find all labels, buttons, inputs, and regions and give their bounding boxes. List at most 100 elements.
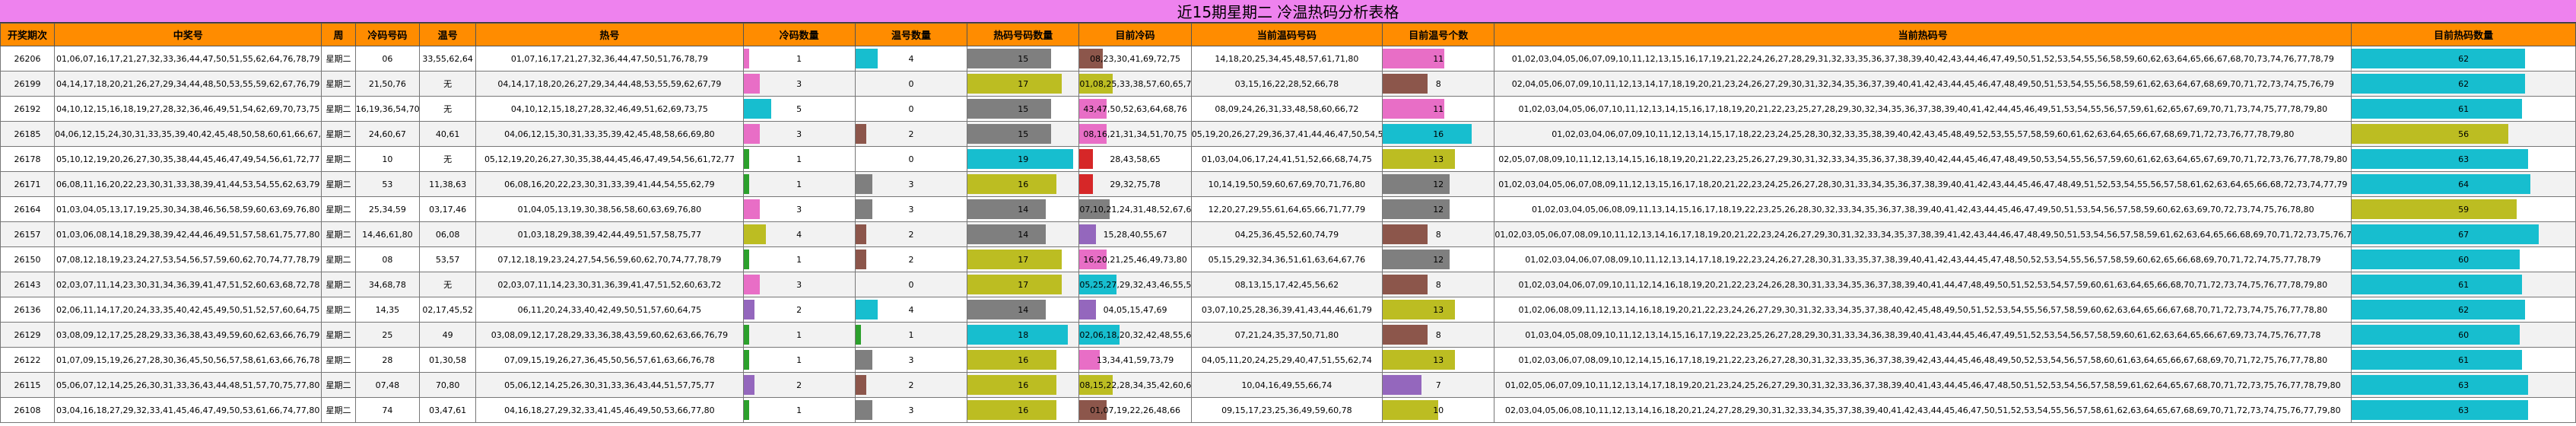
count-bar bbox=[2352, 49, 2525, 68]
cell-week: 星期二 bbox=[321, 397, 356, 423]
cell-issue: 26199 bbox=[0, 71, 56, 97]
count-value: 10 bbox=[1433, 405, 1444, 415]
cell-cold: 34,68,78 bbox=[354, 272, 421, 297]
cell-current-cold: 05,25,27,29,32,43,46,55,58,67,69 bbox=[1078, 272, 1192, 297]
col-header-hot-count: 热码号码数量 bbox=[967, 23, 1080, 46]
count-bar bbox=[2352, 375, 2528, 395]
count-value: 62 bbox=[2458, 304, 2470, 315]
cell-cold-count: 1 bbox=[742, 397, 856, 423]
count-value: 3 bbox=[908, 204, 914, 215]
cell-current-warm: 07,21,24,35,37,50,71,80 bbox=[1190, 322, 1383, 348]
cell-current-hot-count: 63 bbox=[2351, 146, 2576, 172]
current-cold-numbers: 07,10,21,24,31,48,52,67,68 bbox=[1079, 204, 1192, 215]
count-value: 4 bbox=[908, 304, 914, 315]
count-bar bbox=[967, 375, 1057, 395]
cell-hot-count: 14 bbox=[967, 297, 1080, 323]
count-value: 1 bbox=[796, 329, 802, 340]
cell-cold: 21,50,76 bbox=[354, 71, 421, 97]
col-header-issue: 开奖期次 bbox=[0, 23, 56, 46]
count-bar bbox=[967, 74, 1062, 94]
cell-numbers: 02,03,07,11,14,23,30,31,34,36,39,41,47,5… bbox=[54, 272, 322, 297]
table-row: 26206 01,06,07,16,17,21,27,32,33,36,44,47… bbox=[0, 46, 2576, 72]
count-value: 3 bbox=[908, 179, 914, 189]
cell-hot: 04,16,18,27,29,32,33,41,45,46,49,50,53,6… bbox=[475, 397, 744, 423]
count-value: 14 bbox=[1018, 204, 1029, 215]
count-bar bbox=[967, 325, 1068, 345]
cell-warm: 无 bbox=[419, 146, 477, 172]
cell-hot-count: 14 bbox=[967, 196, 1080, 222]
current-cold-count-bar bbox=[1079, 250, 1107, 269]
cell-current-warm-count: 8 bbox=[1382, 322, 1495, 348]
current-cold-count-bar bbox=[1079, 350, 1100, 370]
count-bar bbox=[744, 149, 749, 169]
count-bar bbox=[856, 124, 867, 144]
cell-hot-count: 19 bbox=[967, 146, 1080, 172]
cell-issue: 26192 bbox=[0, 96, 56, 122]
cell-numbers: 01,07,09,15,19,26,27,28,30,36,45,50,56,5… bbox=[54, 347, 322, 373]
table-row: 26136 02,06,11,14,17,20,24,33,35,40,42,45… bbox=[0, 297, 2576, 323]
table-row: 26129 03,08,09,12,17,25,28,29,33,36,38,43… bbox=[0, 322, 2576, 348]
cell-warm: 无 bbox=[419, 272, 477, 297]
cell-cold: 25,34,59 bbox=[354, 196, 421, 222]
cell-current-warm-count: 13 bbox=[1382, 347, 1495, 373]
cell-current-warm: 04,05,11,20,24,25,29,40,47,51,55,62,74 bbox=[1190, 347, 1383, 373]
count-bar bbox=[744, 350, 749, 370]
count-bar bbox=[1383, 174, 1450, 194]
count-bar bbox=[856, 224, 867, 244]
cell-current-hot-count: 67 bbox=[2351, 221, 2576, 247]
cell-warm-count: 3 bbox=[854, 347, 968, 373]
cell-week: 星期二 bbox=[321, 46, 356, 72]
count-bar bbox=[856, 250, 867, 269]
cell-hot-count: 16 bbox=[967, 171, 1080, 197]
count-bar bbox=[1383, 300, 1456, 320]
cell-warm: 无 bbox=[419, 96, 477, 122]
cell-warm: 70,80 bbox=[419, 372, 477, 398]
count-bar bbox=[856, 199, 872, 219]
cell-hot: 05,06,12,14,25,26,30,31,33,36,43,44,51,5… bbox=[475, 372, 744, 398]
analysis-table: 开奖期次 中奖号 周 冷码号码 温号 热号 冷码数量 温号数量 热码号码数量 目… bbox=[0, 23, 2576, 423]
cell-current-warm-count: 12 bbox=[1382, 171, 1495, 197]
cell-warm-count: 0 bbox=[854, 272, 968, 297]
cell-hot-count: 18 bbox=[967, 322, 1080, 348]
cell-current-cold: 01,07,19,22,26,48,66 bbox=[1078, 397, 1192, 423]
cell-issue: 26122 bbox=[0, 347, 56, 373]
cell-cold-count: 5 bbox=[742, 96, 856, 122]
cell-current-warm: 14,18,20,25,34,45,48,57,61,71,80 bbox=[1190, 46, 1383, 72]
count-bar bbox=[2352, 300, 2525, 320]
count-value: 16 bbox=[1018, 179, 1029, 189]
count-value: 60 bbox=[2458, 254, 2470, 265]
cell-cold: 24,60,67 bbox=[354, 121, 421, 147]
current-cold-numbers: 02,06,18,20,32,42,48,55,68,70,72,79 bbox=[1079, 329, 1192, 340]
cell-current-hot: 02,03,04,05,06,08,10,11,12,13,14,16,18,2… bbox=[1494, 397, 2352, 423]
count-value: 56 bbox=[2458, 129, 2470, 139]
count-value: 4 bbox=[908, 53, 914, 64]
cell-warm-count: 2 bbox=[854, 372, 968, 398]
cell-issue: 26171 bbox=[0, 171, 56, 197]
cell-numbers: 03,04,16,18,27,29,32,33,41,45,46,47,49,5… bbox=[54, 397, 322, 423]
count-value: 61 bbox=[2458, 354, 2470, 365]
count-bar bbox=[967, 350, 1057, 370]
count-value: 3 bbox=[796, 129, 802, 139]
count-bar bbox=[967, 400, 1057, 420]
cell-warm: 11,38,63 bbox=[419, 171, 477, 197]
table-row: 26143 02,03,07,11,14,23,30,31,34,36,39,41… bbox=[0, 272, 2576, 297]
cell-issue: 26178 bbox=[0, 146, 56, 172]
cell-warm-count: 2 bbox=[854, 246, 968, 272]
cell-current-hot: 02,05,07,08,09,10,11,12,13,14,15,16,18,1… bbox=[1494, 146, 2352, 172]
cell-cold-count: 1 bbox=[742, 246, 856, 272]
cell-cold: 06 bbox=[354, 46, 421, 72]
cell-cold: 25 bbox=[354, 322, 421, 348]
cell-current-hot-count: 64 bbox=[2351, 171, 2576, 197]
cell-current-hot-count: 59 bbox=[2351, 196, 2576, 222]
count-bar bbox=[856, 174, 872, 194]
cell-current-warm-count: 12 bbox=[1382, 246, 1495, 272]
count-bar bbox=[2352, 275, 2523, 294]
table-row: 26108 03,04,16,18,27,29,32,33,41,45,46,47… bbox=[0, 397, 2576, 423]
cell-hot: 07,12,18,19,23,24,27,54,56,59,60,62,70,7… bbox=[475, 246, 744, 272]
count-bar bbox=[2352, 124, 2508, 144]
current-cold-count-bar bbox=[1079, 74, 1113, 94]
cell-current-hot-count: 62 bbox=[2351, 297, 2576, 323]
cell-current-cold: 08,23,30,41,69,72,75 bbox=[1078, 46, 1192, 72]
cell-current-hot-count: 60 bbox=[2351, 322, 2576, 348]
count-value: 67 bbox=[2458, 229, 2470, 240]
